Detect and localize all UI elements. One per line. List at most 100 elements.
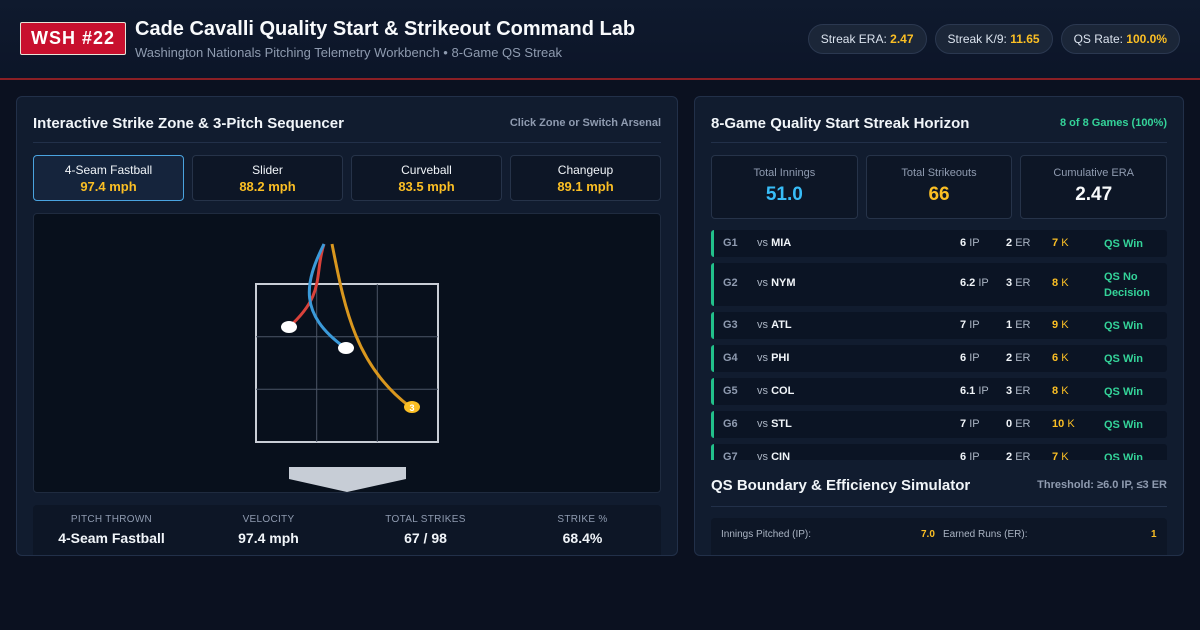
ip-value: 7 [960, 319, 967, 331]
ip-value: 7 [960, 418, 967, 430]
game-opponent: vs ATL [757, 319, 792, 331]
panel-title: Interactive Strike Zone & 3-Pitch Sequen… [33, 115, 344, 132]
er-unit: ER [1015, 385, 1031, 397]
er-unit: ER [1015, 418, 1031, 430]
pill-value: 11.65 [1010, 32, 1040, 46]
ip-value: 6 [960, 352, 967, 364]
game-er: 2 ER [1006, 352, 1030, 364]
game-row[interactable]: G3 vs ATL 7 IP 1 ER 9 K QS Win [711, 312, 1167, 339]
game-ip: 7 IP [960, 418, 980, 430]
opponent-code: COL [771, 385, 795, 397]
pitch-tab-changeup[interactable]: Changeup 89.1 mph [510, 155, 661, 201]
total-innings-card: Total Innings 51.0 [711, 155, 858, 219]
vs-label: vs [757, 385, 768, 397]
pitch-name: Curveball [401, 163, 452, 177]
ip-value: 6 [960, 451, 967, 460]
pitch-tab-fastball[interactable]: 4-Seam Fastball 97.4 mph [33, 155, 184, 201]
game-log-list[interactable]: G1 vs MIA 6 IP 2 ER 7 K QS Win G2 vs NYM… [711, 230, 1167, 460]
panel-header: 8-Game Quality Start Streak Horizon 8 of… [711, 115, 1167, 143]
pitch-name: Slider [252, 163, 283, 177]
opponent-code: MIA [771, 237, 792, 249]
pitch-velocity: 83.5 mph [398, 179, 455, 194]
game-row[interactable]: G7 vs CIN 6 IP 2 ER 7 K QS Win [711, 444, 1167, 460]
game-row[interactable]: G5 vs COL 6.1 IP 3 ER 8 K QS Win [711, 378, 1167, 405]
game-row[interactable]: G6 vs STL 7 IP 0 ER 10 K QS Win [711, 411, 1167, 438]
pitch-trail-1 [288, 243, 326, 329]
pitch-location-3[interactable] [404, 401, 420, 413]
game-k: 9 K [1052, 319, 1069, 331]
pitch-location-1[interactable] [281, 321, 297, 333]
k-unit: K [1061, 277, 1069, 289]
panel-hint: 8 of 8 Games (100%) [1060, 117, 1167, 129]
opponent-code: STL [771, 418, 792, 430]
game-ip: 6.2 IP [960, 277, 989, 289]
streak-era-pill: Streak ERA: 2.47 [807, 24, 927, 54]
qs-streak-panel: 8-Game Quality Start Streak Horizon 8 of… [694, 96, 1184, 556]
streak-k9-pill: Streak K/9: 11.65 [934, 24, 1053, 54]
game-result: QS Win [1104, 419, 1144, 431]
pitch-trail-2 [307, 243, 345, 349]
er-slider-label: Earned Runs (ER): [943, 529, 1028, 540]
simulator-threshold: Threshold: ≥6.0 IP, ≤3 ER [1037, 479, 1167, 491]
summary-label: STRIKE % [557, 514, 608, 525]
qs-rate-pill: QS Rate: 100.0% [1060, 24, 1180, 54]
ip-slider-value[interactable]: 7.0 [921, 529, 935, 540]
summary-value: 67 / 98 [404, 530, 447, 546]
pill-label: Streak K/9: [947, 32, 1007, 46]
ip-value: 6.1 [960, 385, 976, 397]
pitch-summary-bar: PITCH THROWN 4-Seam Fastball VELOCITY 97.4… [33, 505, 661, 555]
simulator-header: QS Boundary & Efficiency Simulator Thres… [711, 477, 1167, 507]
k-unit: K [1061, 385, 1069, 397]
ip-unit: IP [978, 277, 989, 289]
k-unit: K [1061, 451, 1069, 460]
strike-zone-outline[interactable] [255, 283, 439, 443]
pitch-location-2[interactable] [338, 342, 354, 354]
game-id: G2 [723, 277, 738, 289]
vs-label: vs [757, 352, 768, 364]
er-value: 1 [1006, 319, 1013, 331]
pill-value: 100.0% [1126, 32, 1167, 46]
game-k: 7 K [1052, 237, 1069, 249]
summary-label: VELOCITY [242, 514, 295, 525]
pill-label: Streak ERA: [820, 32, 887, 46]
er-unit: ER [1015, 319, 1031, 331]
ip-unit: IP [978, 385, 989, 397]
game-id: G3 [723, 319, 738, 331]
game-ip: 6 IP [960, 237, 980, 249]
er-slider-value[interactable]: 1 [1151, 529, 1157, 540]
simulator-title: QS Boundary & Efficiency Simulator [711, 477, 971, 494]
game-opponent: vs PHI [757, 352, 789, 364]
k-unit: K [1061, 319, 1069, 331]
er-unit: ER [1015, 237, 1031, 249]
summary-total-strikes: TOTAL STRIKES 67 / 98 [347, 505, 504, 555]
team-badge: WSH #22 [20, 22, 127, 55]
game-id: G7 [723, 451, 738, 460]
k-value: 10 [1052, 418, 1065, 430]
strike-zone-canvas[interactable]: 3 [33, 213, 661, 493]
pitch-tab-slider[interactable]: Slider 88.2 mph [192, 155, 343, 201]
game-result: QS Win [1104, 386, 1144, 398]
game-row[interactable]: G2 vs NYM 6.2 IP 3 ER 8 K QS No Decision [711, 263, 1167, 306]
summary-strike-pct: STRIKE % 68.4% [504, 505, 661, 555]
game-k: 10 K [1052, 418, 1075, 430]
panel-hint: Click Zone or Switch Arsenal [509, 117, 661, 129]
streak-totals: Total Innings 51.0 Total Strikeouts 66 Cum… [711, 155, 1168, 219]
er-value: 3 [1006, 385, 1013, 397]
game-er: 2 ER [1006, 237, 1030, 249]
vs-label: vs [757, 237, 768, 249]
summary-pitch-thrown: PITCH THROWN 4-Seam Fastball [33, 505, 190, 555]
k-value: 8 [1052, 385, 1059, 397]
pill-value: 2.47 [890, 32, 914, 46]
panel-header: Interactive Strike Zone & 3-Pitch Sequen… [33, 115, 661, 143]
er-value: 2 [1006, 352, 1013, 364]
strike-zone-svg[interactable]: 3 [34, 214, 662, 494]
pitch-tab-curveball[interactable]: Curveball 83.5 mph [351, 155, 502, 201]
er-value: 2 [1006, 451, 1013, 460]
game-er: 0 ER [1006, 418, 1030, 430]
game-id: G5 [723, 385, 738, 397]
opponent-code: CIN [771, 451, 791, 460]
opponent-code: PHI [771, 352, 790, 364]
game-row[interactable]: G4 vs PHI 6 IP 2 ER 6 K QS Win [711, 345, 1167, 372]
game-row[interactable]: G1 vs MIA 6 IP 2 ER 7 K QS Win [711, 230, 1167, 257]
game-opponent: vs MIA [757, 237, 791, 249]
